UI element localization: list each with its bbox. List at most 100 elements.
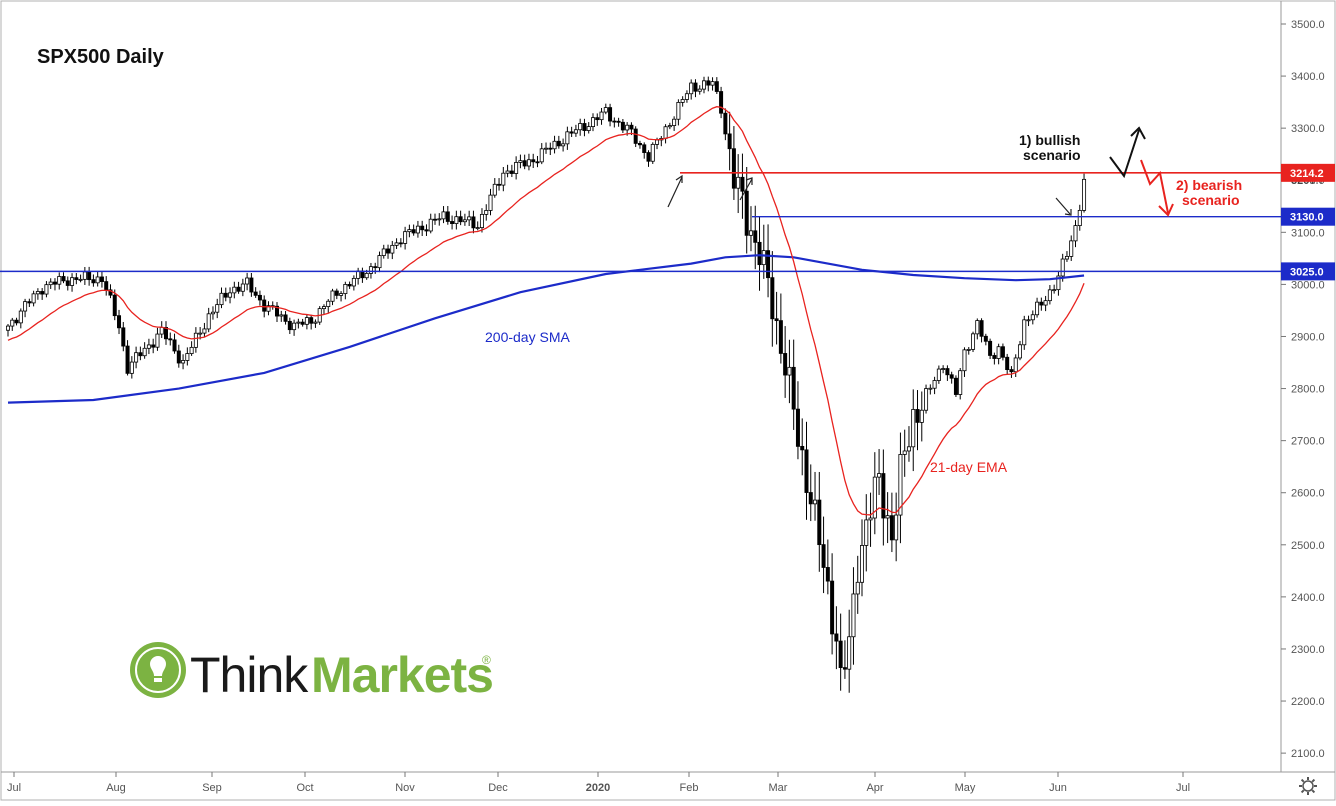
candle [95,271,100,287]
candle-body [48,281,53,286]
candle-body [176,350,181,364]
candle-body [608,107,613,122]
candle [74,273,79,285]
candle [492,178,497,198]
candle-body [889,515,894,541]
candle [885,492,890,544]
candle-body [420,225,425,231]
candle [590,113,595,132]
candle-body [988,340,993,356]
candle [825,539,830,595]
candle-body [1005,356,1010,371]
candle-body [629,124,634,130]
y-tick-label: 2400.0 [1291,592,1325,604]
candle-body [526,159,531,167]
candle [283,311,288,325]
candle-body [667,125,672,128]
candle-body [881,473,886,519]
x-tick-label: Jun [1049,782,1067,794]
candle-body [966,348,971,351]
candle-body [437,218,442,221]
candle [386,244,391,259]
time-axis[interactable]: Jul Aug Sep Oct Nov Dec 2020 Feb Mar Apr May Jun Jul [7,772,1190,794]
candle [774,291,779,345]
candle [206,307,211,333]
candle-body [556,140,561,147]
candle [911,389,916,472]
candle [637,140,642,149]
candle [697,85,702,95]
x-tick-label: Jul [7,782,21,794]
candle-body [842,667,847,670]
candle [44,281,49,298]
candle [1030,310,1035,325]
candle-body [339,293,344,296]
candle [821,516,826,594]
candle [223,287,228,302]
candle-body [894,514,899,541]
candle-body [509,170,514,174]
candle-body [146,344,151,349]
candle [1005,353,1010,374]
x-tick-label: May [955,782,976,794]
candle-body [949,374,954,379]
candle [339,291,344,302]
candle-body [424,229,429,232]
candle-body [377,255,382,269]
candle-body [582,123,587,131]
candle [898,432,903,544]
candle [872,452,877,535]
candle [928,384,933,395]
candle-body [275,305,280,317]
candle-body [189,346,194,354]
candle [1052,284,1057,294]
candle-body [531,159,536,163]
settings-button[interactable] [1299,777,1317,795]
candle [582,118,587,137]
candle-body [860,545,865,583]
candle-body [958,370,963,395]
candle [971,331,976,353]
candle [48,278,53,289]
candle-body [266,305,271,312]
candle [868,492,873,547]
candle-body [1052,289,1057,292]
sma-layer [7,254,1085,404]
candle-body [902,450,907,455]
candle-body [983,335,988,342]
candle-body [719,91,724,114]
candle-body [326,300,331,308]
candle-body [287,320,292,331]
candle-body [906,446,911,452]
candle [1082,173,1087,213]
candle [441,206,446,224]
candle-body [142,347,147,357]
candle [1017,340,1022,361]
gear-icon[interactable] [1302,780,1314,792]
candle-body [710,81,715,86]
candle-body [962,349,967,372]
candle-body [928,387,933,390]
candle [432,213,437,225]
candle [181,354,186,370]
candles-layer [6,76,1087,693]
candle [14,317,19,326]
candle-body [61,276,66,282]
candle [99,271,104,288]
candle-body [10,319,15,327]
candle [906,426,911,462]
candle [134,346,139,369]
candle [561,138,566,152]
candle-body [1077,209,1082,227]
candle [975,318,980,340]
x-tick-label: Apr [866,782,883,794]
candle-body [155,333,160,348]
price-tags: 3214.2 3130.0 3025.0 [1281,163,1335,281]
candle-body [706,80,711,86]
candle-body [953,377,958,395]
price-tag-3130.0 [1281,207,1335,226]
logo-text-markets: Markets [311,647,493,703]
candle-body [309,317,314,324]
candle-body [731,148,736,189]
